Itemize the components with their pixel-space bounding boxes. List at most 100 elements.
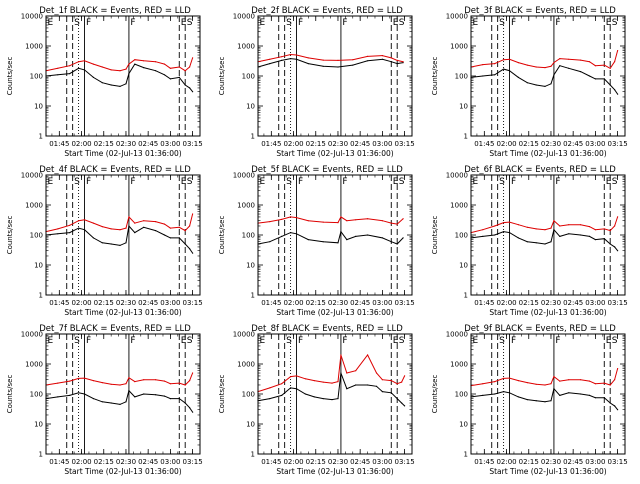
data-point-lld — [83, 60, 86, 62]
series-line-events — [45, 389, 194, 413]
y-tick-label: 100 — [242, 73, 255, 81]
chart-title: Det_9f BLACK = Events, RED = LLD — [464, 324, 616, 334]
data-point-events — [568, 392, 570, 394]
data-point-lld — [169, 383, 171, 385]
data-point-events — [143, 67, 145, 69]
data-point-events — [559, 235, 561, 237]
y-tick-label: 1 — [39, 292, 43, 300]
data-point-events — [396, 243, 398, 245]
data-point-events — [617, 250, 619, 252]
data-point-lld — [192, 213, 194, 215]
y-tick-label: 1000 — [450, 43, 468, 51]
data-point-lld — [367, 55, 369, 58]
data-point-lld — [544, 384, 546, 386]
data-point-lld — [337, 222, 339, 224]
data-point-events — [550, 400, 552, 402]
data-point-events — [617, 93, 619, 95]
chart-title: Det_8f BLACK = Events, RED = LLD — [251, 324, 403, 334]
data-point-events — [588, 75, 591, 77]
data-point-lld — [340, 354, 342, 356]
y-tick-label: 1 — [464, 292, 468, 300]
event-marker-label: S — [74, 18, 80, 28]
data-point-lld — [178, 66, 180, 68]
x-axis-label: Start Time (02-Jul-13 01:36:00) — [64, 308, 181, 317]
chart-panel-9: Det_9f BLACK = Events, RED = LLD Counts/s… — [431, 324, 628, 476]
data-point-events — [101, 82, 103, 84]
y-tick-label: 10000 — [446, 331, 468, 339]
event-marker-label: S — [399, 177, 405, 187]
data-point-lld — [155, 221, 157, 223]
series-line-lld — [257, 53, 404, 63]
event-marker-label: E — [48, 336, 54, 346]
x-tick-label: 02:15 — [519, 140, 539, 148]
series-line-events — [257, 58, 404, 68]
event-marker-label: E — [260, 336, 266, 346]
event-marker-label: F — [342, 18, 347, 28]
chart-title: Det_1f BLACK = Events, RED = LLD — [39, 6, 191, 16]
data-point-lld — [390, 57, 392, 59]
y-tick-label: 10 — [34, 421, 43, 429]
data-point-lld — [69, 224, 71, 226]
data-point-events — [535, 242, 537, 244]
data-point-lld — [92, 380, 94, 382]
x-tick-label: 02:00 — [71, 140, 91, 148]
data-point-lld — [617, 368, 619, 370]
y-tick-label: 100 — [455, 232, 468, 240]
plot-frame — [45, 174, 201, 296]
data-point-events — [163, 234, 166, 236]
data-point-lld — [304, 378, 306, 380]
event-marker-label: F — [511, 336, 516, 346]
data-point-lld — [78, 220, 80, 222]
data-point-events — [381, 391, 383, 393]
data-point-lld — [614, 225, 616, 227]
y-tick-label: 10000 — [21, 331, 43, 339]
data-point-lld — [346, 220, 348, 222]
data-point-events — [155, 230, 157, 232]
x-tick-label: 03:15 — [395, 299, 415, 307]
data-point-events — [603, 78, 605, 80]
data-point-events — [184, 243, 186, 245]
y-tick-label: 10000 — [233, 13, 255, 21]
x-tick-label: 03:00 — [160, 299, 180, 307]
data-point-events — [544, 85, 546, 87]
data-point-events — [594, 397, 597, 399]
x-axis-label: Start Time (02-Jul-13 01:36:00) — [276, 308, 393, 317]
data-point-events — [544, 401, 546, 403]
data-point-events — [83, 393, 86, 395]
data-point-lld — [517, 62, 520, 64]
series-line-lld — [257, 216, 404, 225]
data-point-events — [559, 394, 561, 396]
y-axis-label: Counts/sec — [6, 375, 14, 414]
y-axis-label: Counts/sec — [6, 57, 14, 96]
data-point-events — [192, 91, 194, 93]
data-point-lld — [559, 225, 561, 227]
data-point-lld — [517, 224, 520, 226]
x-tick-label: 03:00 — [585, 299, 605, 307]
data-point-lld — [101, 382, 103, 384]
data-point-events — [346, 388, 348, 390]
data-point-events — [92, 237, 94, 239]
data-point-lld — [134, 222, 136, 224]
data-point-lld — [603, 228, 605, 230]
data-point-events — [508, 232, 511, 234]
data-point-lld — [550, 383, 552, 385]
data-point-lld — [402, 61, 404, 63]
data-point-events — [304, 393, 306, 395]
x-tick-label: 03:00 — [372, 140, 392, 148]
event-marker-label: F — [511, 18, 516, 28]
data-point-events — [337, 242, 339, 244]
x-tick-label: 01:45 — [474, 458, 494, 466]
data-point-events — [119, 85, 121, 87]
y-tick-label: 10 — [34, 103, 43, 111]
data-point-lld — [396, 59, 398, 62]
data-point-events — [110, 243, 112, 245]
chart-title: Det_5f BLACK = Events, RED = LLD — [251, 165, 403, 175]
data-point-events — [57, 396, 59, 398]
plot-frame — [45, 15, 201, 137]
data-point-events — [482, 394, 484, 396]
data-point-events — [134, 232, 136, 234]
data-point-events — [503, 391, 505, 393]
data-point-lld — [404, 375, 406, 377]
y-tick-label: 1000 — [237, 43, 255, 51]
